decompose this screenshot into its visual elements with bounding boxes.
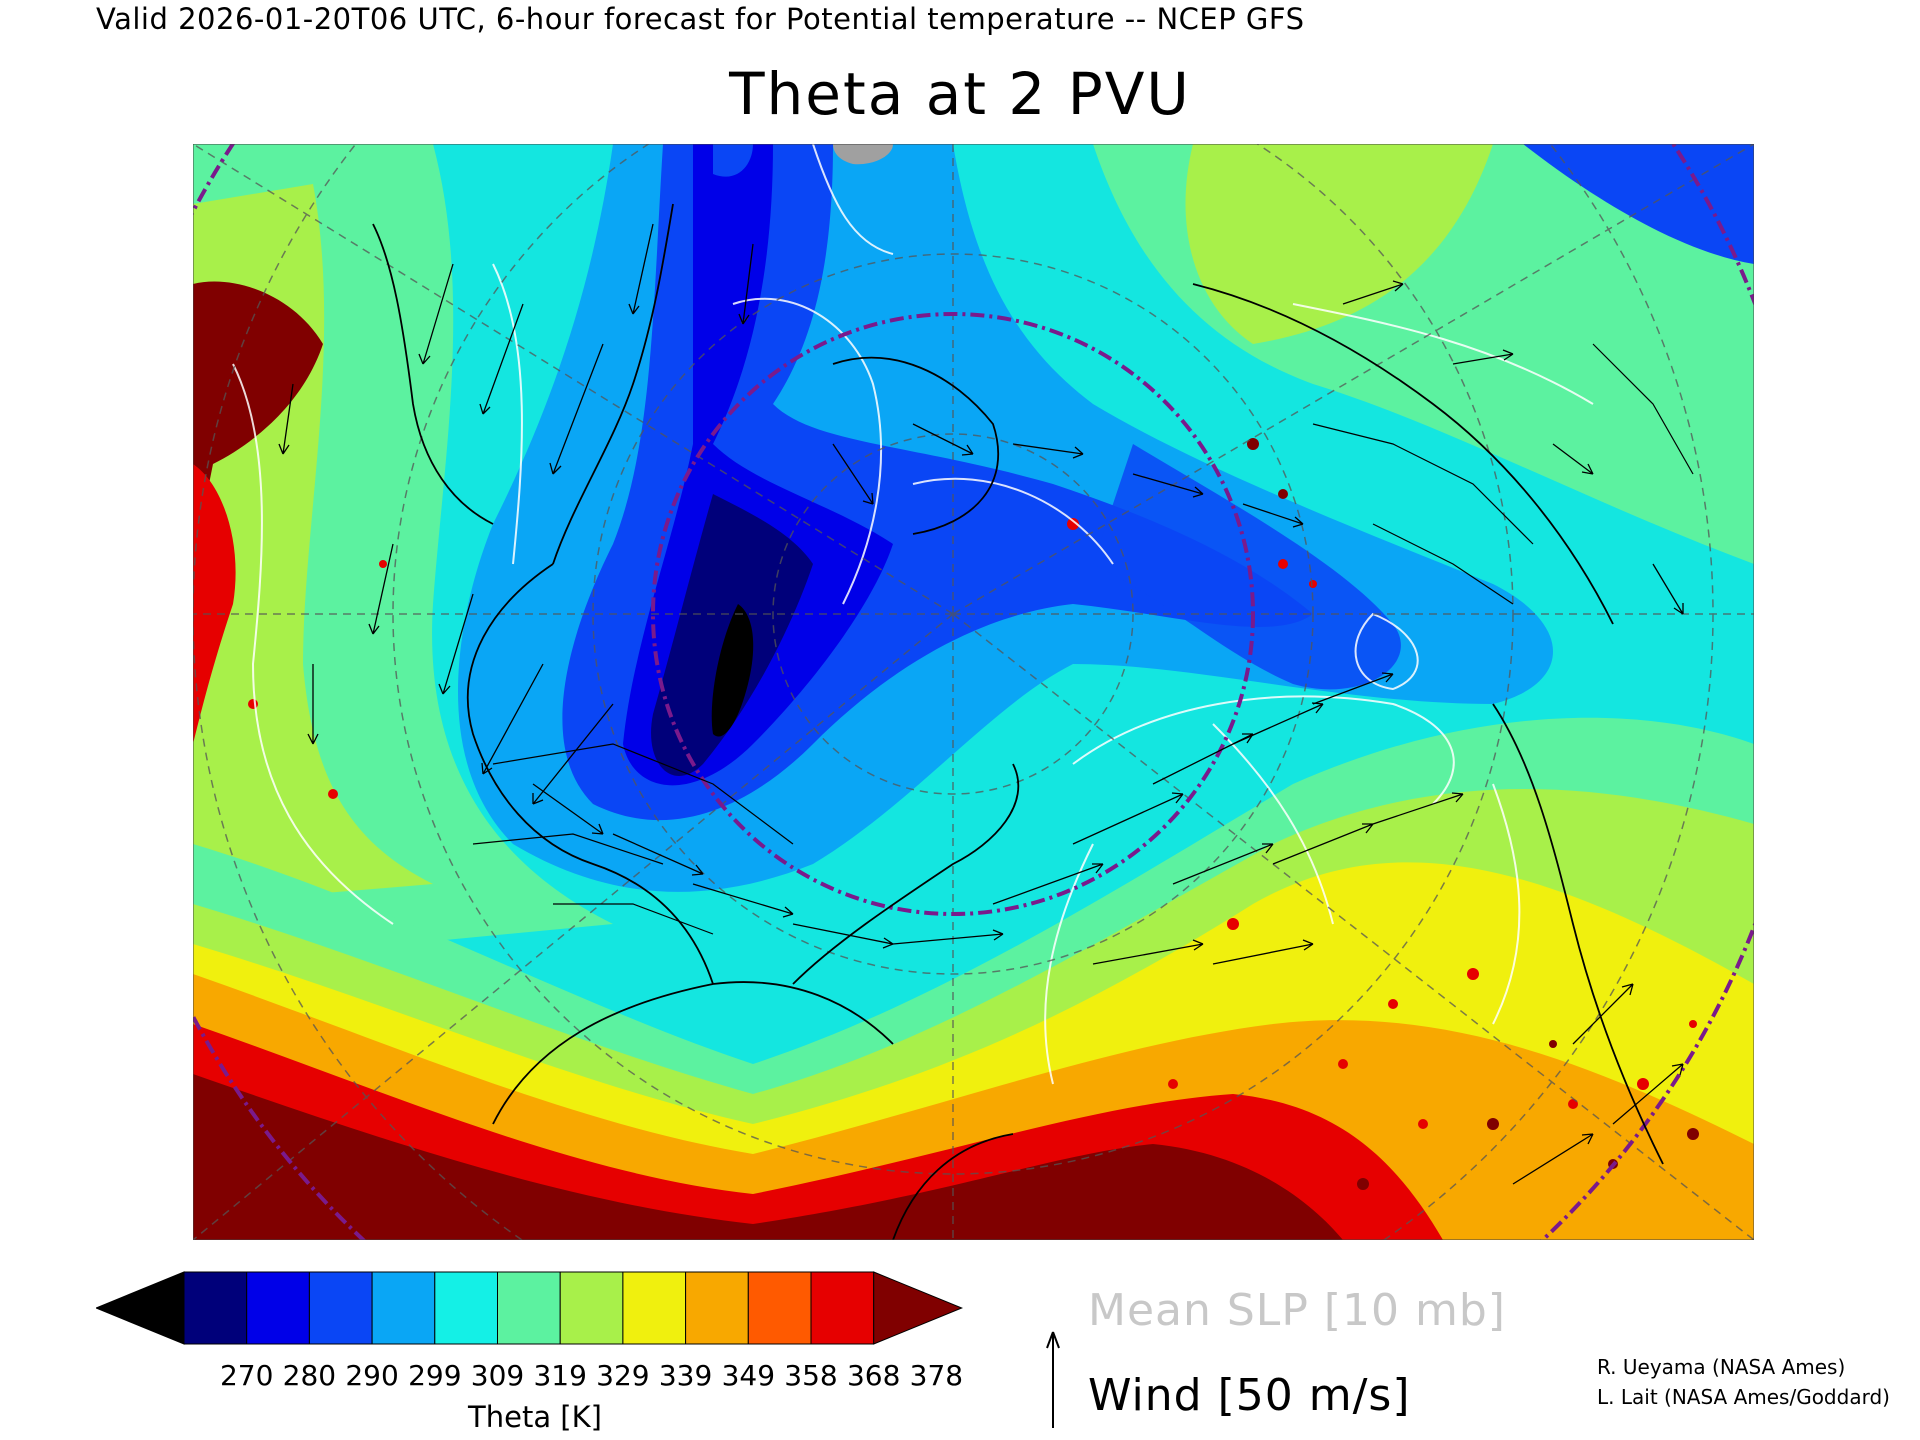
- colorbar-segment: [810, 1271, 875, 1345]
- colorbar-segment: [246, 1271, 310, 1345]
- latlon-grid: [193, 144, 1754, 1240]
- colorbar-segment: [308, 1271, 373, 1345]
- colorbar-segment: [183, 1271, 248, 1345]
- trough-black-core: [711, 604, 754, 737]
- colorbar-segment: [622, 1271, 687, 1345]
- colorbar-segment-min: [94, 1271, 185, 1345]
- region-south-darkred: [193, 1074, 1343, 1240]
- colorbar-tick-label: 349: [721, 1359, 776, 1392]
- credit-line: R. Ueyama (NASA Ames): [1597, 1355, 1846, 1379]
- filament-east: [1093, 444, 1401, 690]
- colorbar-tick-label: 368: [846, 1359, 901, 1392]
- coastlines: [372, 203, 1664, 1240]
- colorbar-segment: [497, 1271, 561, 1345]
- header-valid-time: Valid 2026-01-20T06 UTC, 6-hour forecast…: [96, 2, 1305, 36]
- ice-patch: [833, 144, 893, 165]
- region-east-yellowgreen: [1185, 144, 1493, 344]
- colorbar-tick-label: 339: [658, 1359, 713, 1392]
- colorbar-segment: [685, 1271, 749, 1345]
- credits: R. Ueyama (NASA Ames) L. Lait (NASA Ames…: [1597, 1352, 1890, 1412]
- wind-reference-arrow-icon: [1038, 1330, 1068, 1434]
- colorbar-segment: [434, 1271, 498, 1345]
- colorbar-segment: [747, 1271, 812, 1345]
- colorbar-tick-label: 309: [470, 1359, 525, 1392]
- colorbar-tick-label: 299: [408, 1359, 462, 1392]
- colorbar-segment: [559, 1271, 624, 1345]
- chart-title: Theta at 2 PVU: [729, 60, 1191, 128]
- credit-line: L. Lait (NASA Ames/Goddard): [1597, 1385, 1890, 1409]
- wind-vectors: [278, 223, 1684, 1185]
- slp-contours: [232, 144, 1594, 1085]
- wind-legend: Wind [50 m/s]: [1088, 1370, 1411, 1421]
- region-west-darkred: [193, 281, 323, 564]
- slp-legend: Mean SLP [10 mb]: [1088, 1285, 1506, 1336]
- borders: [472, 343, 1694, 935]
- reference-circles: [193, 144, 1754, 1240]
- colorbar-title: Theta [K]: [468, 1400, 602, 1434]
- theta-map: [193, 144, 1754, 1240]
- colorbar-tick-label: 270: [219, 1359, 274, 1392]
- colorbar-tick-label: 290: [345, 1359, 399, 1392]
- colorbar-tick-label: 358: [784, 1359, 838, 1392]
- colorbar-tick-label: 319: [533, 1359, 587, 1392]
- colorbar-tick-label: 280: [282, 1359, 337, 1392]
- colorbar: [94, 1268, 976, 1352]
- colorbar-tick-label: 329: [596, 1359, 650, 1392]
- colorbar-tick-label: 378: [909, 1359, 964, 1392]
- colorbar-segment-max: [873, 1271, 964, 1345]
- colorbar-segment: [371, 1271, 436, 1345]
